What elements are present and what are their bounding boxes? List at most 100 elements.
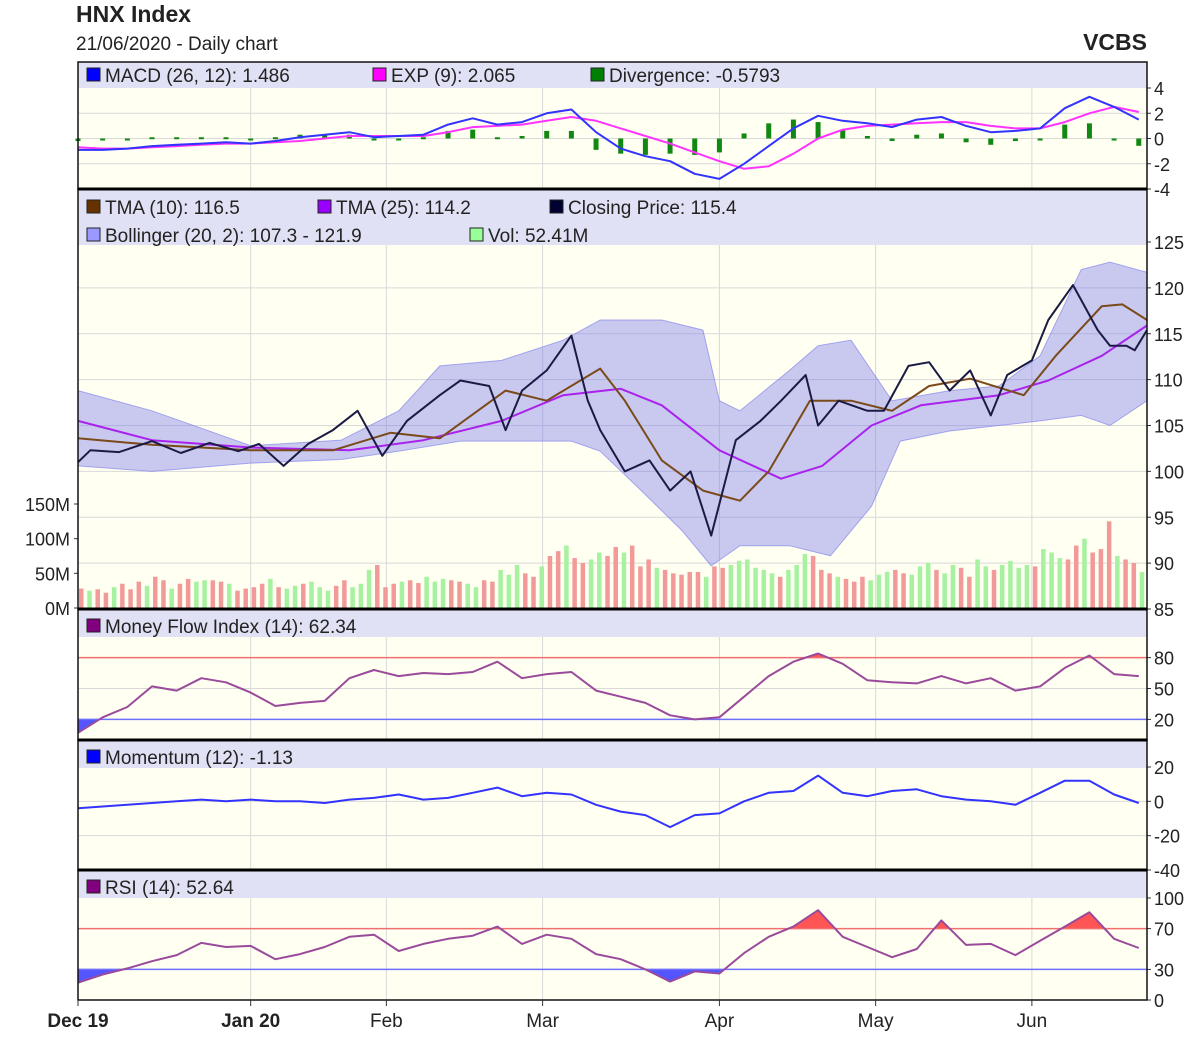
divergence-bar — [1062, 124, 1068, 139]
mfi-ytick-label: 50 — [1154, 680, 1174, 700]
brand-label: VCBS — [1083, 29, 1147, 55]
volume-bar — [1008, 560, 1013, 608]
volume-bar — [161, 580, 166, 608]
volume-bar — [868, 580, 873, 608]
divergence-bar — [371, 138, 377, 141]
macd-legend-label: EXP (9): 2.065 — [391, 66, 515, 87]
volume-bar — [111, 587, 117, 608]
volume-bar — [564, 545, 569, 608]
volume-bar — [284, 588, 290, 608]
macd-legend-swatch — [372, 67, 387, 82]
volume-bar — [745, 559, 750, 608]
volume-bar — [769, 573, 775, 608]
macd-legend-swatch — [86, 67, 101, 82]
volume-bar — [539, 566, 544, 608]
divergence-bar — [938, 133, 944, 139]
volume-bar — [358, 583, 364, 608]
volume-bar — [177, 583, 183, 608]
price-ytick-label: 115 — [1154, 325, 1183, 345]
divergence-bar — [1111, 138, 1117, 141]
volume-bar — [202, 580, 207, 608]
volume-bar — [597, 552, 602, 608]
volume-bar — [1139, 571, 1145, 608]
volume-bar — [366, 569, 372, 608]
volume-bar — [983, 566, 989, 608]
volume-bar — [753, 567, 758, 608]
divergence-bar — [568, 130, 574, 139]
rsi-ytick-label: 0 — [1154, 991, 1164, 1011]
divergence-bar — [1086, 123, 1092, 139]
rsi-legend-label: RSI (14): 52.64 — [105, 878, 234, 899]
momentum-ytick-label: -40 — [1154, 861, 1180, 881]
price-ytick-label: 120 — [1154, 279, 1184, 299]
volume-bar — [638, 566, 643, 608]
volume-ytick-label: 0M — [45, 599, 70, 619]
volume-bar — [457, 581, 462, 608]
volume-bar — [259, 583, 265, 608]
macd-ytick-label: -2 — [1154, 155, 1170, 175]
volume-bar — [407, 580, 413, 608]
volume-bar — [235, 590, 240, 608]
volume-bar — [342, 580, 347, 608]
volume-bar — [893, 569, 898, 608]
mfi-legend-swatch — [86, 618, 101, 633]
volume-bar — [605, 556, 610, 608]
volume-bar — [79, 588, 84, 608]
volume-bar — [1032, 566, 1038, 608]
volume-bar — [1098, 549, 1104, 608]
momentum-legend-band — [78, 740, 1147, 768]
volume-bar — [794, 565, 799, 608]
volume-bar — [498, 569, 503, 608]
volume-bar — [547, 556, 553, 608]
divergence-bar — [692, 138, 698, 155]
volume-bar — [1073, 545, 1079, 608]
divergence-bar — [988, 138, 994, 145]
macd-ytick-label: 0 — [1154, 130, 1164, 150]
volume-bar — [999, 565, 1005, 608]
volume-bar — [95, 589, 100, 608]
price-legend-swatch — [317, 199, 332, 214]
volume-bar — [654, 567, 660, 608]
price-ytick-label: 85 — [1154, 600, 1174, 620]
volume-bar — [103, 592, 109, 608]
price-ytick-label: 95 — [1154, 508, 1174, 528]
volume-bar — [942, 573, 947, 608]
volume-bar — [317, 587, 322, 608]
divergence-bar — [420, 137, 426, 140]
volume-bar — [687, 571, 693, 608]
volume-bar — [695, 571, 701, 608]
divergence-bar — [864, 135, 870, 139]
chart-subtitle: 21/06/2020 - Daily chart — [76, 34, 278, 55]
volume-bar — [432, 581, 438, 608]
volume-bar — [1024, 565, 1030, 608]
volume-bar — [991, 569, 997, 608]
divergence-bar — [494, 137, 500, 140]
volume-bar — [671, 573, 676, 608]
volume-bar — [827, 573, 832, 608]
volume-bar — [761, 569, 767, 608]
rsi-ytick-label: 100 — [1154, 889, 1184, 909]
momentum-ytick-label: 20 — [1154, 758, 1174, 778]
volume-bar — [1123, 559, 1128, 608]
mfi-ytick-label: 80 — [1154, 649, 1174, 669]
macd-line — [78, 95, 1140, 180]
volume-bar — [350, 587, 355, 608]
mfi-legend-band — [78, 609, 1147, 637]
divergence-bar — [445, 130, 451, 139]
macd-ytick-label: 4 — [1154, 79, 1164, 99]
volume-bar — [325, 590, 331, 608]
volume-bar — [646, 559, 651, 608]
price-legend-label: Bollinger (20, 2): 107.3 - 121.9 — [105, 226, 362, 247]
volume-bar — [185, 578, 191, 608]
rsi-legend-swatch — [86, 879, 101, 894]
volume-bar — [210, 580, 216, 608]
volume-bar — [268, 578, 273, 608]
divergence-bar — [1012, 138, 1018, 142]
macd-ytick-label: 2 — [1154, 104, 1164, 124]
divergence-bar — [889, 138, 895, 142]
divergence-bar — [519, 135, 525, 139]
volume-bar — [819, 569, 824, 608]
volume-bar — [1106, 521, 1112, 608]
divergence-bar — [322, 134, 328, 139]
price-legend-label: Closing Price: 115.4 — [568, 198, 737, 219]
